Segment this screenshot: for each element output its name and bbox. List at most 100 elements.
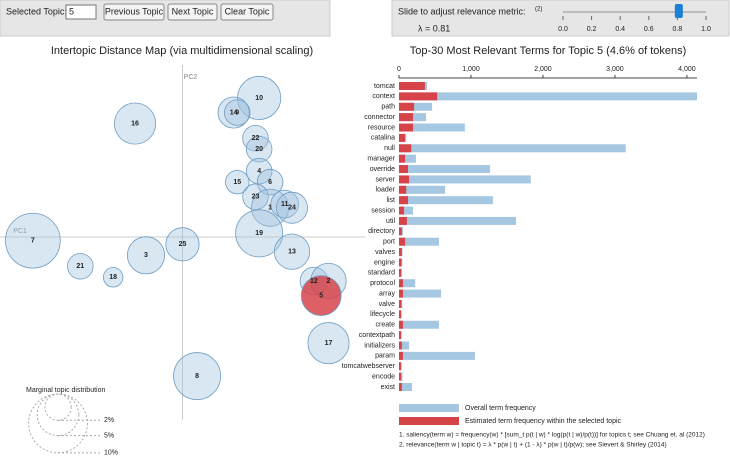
topic-label[interactable]: 17: [325, 340, 333, 347]
topic-bubble[interactable]: [102, 267, 124, 288]
topic-bubble[interactable]: [307, 322, 350, 365]
topic-label[interactable]: 21: [76, 263, 84, 270]
x-tick-label: 3,000: [606, 66, 624, 73]
term-bar: [399, 258, 402, 267]
term-label[interactable]: contextpath: [359, 332, 395, 339]
topic-bubble[interactable]: [127, 236, 166, 275]
term-label[interactable]: server: [376, 176, 396, 183]
topic-label[interactable]: 23: [252, 194, 260, 201]
term-bar: [399, 154, 416, 163]
selected-topic-label: Selected Topic:: [6, 6, 67, 16]
term-label[interactable]: catalina: [371, 135, 395, 142]
term-label[interactable]: tomcatwebserver: [342, 363, 396, 370]
topic-label[interactable]: 15: [233, 179, 241, 186]
term-label[interactable]: path: [381, 104, 395, 111]
term-label[interactable]: encode: [372, 373, 395, 380]
term-bar: [399, 320, 439, 329]
topic-bubble[interactable]: [217, 96, 250, 129]
topic-label[interactable]: 3: [144, 252, 148, 259]
term-label[interactable]: exist: [381, 384, 395, 391]
topic-bubble[interactable]: [276, 191, 308, 224]
term-label[interactable]: util: [386, 218, 395, 225]
topic-label[interactable]: 10: [255, 95, 263, 102]
topic-bubble[interactable]: [300, 275, 342, 316]
topic-label[interactable]: 5: [319, 292, 323, 299]
button-box[interactable]: [103, 3, 165, 21]
topic-label[interactable]: 19: [255, 230, 263, 237]
topic-label[interactable]: 8: [195, 373, 199, 380]
topic-bubble[interactable]: [273, 233, 311, 270]
button-label[interactable]: Clear Topic: [225, 6, 270, 16]
term-label[interactable]: initializers: [364, 342, 395, 349]
term-label[interactable]: session: [371, 207, 395, 214]
slider-label: Slide to adjust relevance metric:: [398, 6, 526, 16]
term-label[interactable]: resource: [368, 124, 395, 131]
topic-bubble[interactable]: [225, 169, 250, 195]
topic-bubble[interactable]: [242, 124, 269, 152]
topic-bubble[interactable]: [5, 212, 61, 269]
topic-label[interactable]: 2: [327, 278, 331, 285]
topic-bubble[interactable]: [245, 135, 273, 163]
button-box[interactable]: [167, 3, 218, 21]
term-label[interactable]: engine: [374, 259, 395, 266]
term-label[interactable]: array: [379, 290, 395, 297]
button[interactable]: Next Topic: [167, 3, 218, 21]
topic-bubble[interactable]: [114, 102, 157, 145]
term-label[interactable]: manager: [367, 156, 395, 163]
term-label[interactable]: list: [386, 197, 395, 204]
button[interactable]: Clear Topic: [220, 3, 274, 21]
button-box[interactable]: [220, 3, 274, 21]
term-label[interactable]: standard: [368, 270, 395, 277]
button-label[interactable]: Previous Topic: [105, 6, 164, 16]
topic-bubble[interactable]: [245, 157, 273, 185]
term-label[interactable]: valves: [375, 249, 395, 256]
slider-handle[interactable]: [674, 4, 683, 18]
term-label[interactable]: context: [372, 93, 395, 100]
topic-bubble[interactable]: [224, 99, 251, 126]
term-label[interactable]: param: [375, 353, 395, 360]
topic-label[interactable]: 18: [109, 274, 117, 281]
topic-label[interactable]: 1: [268, 205, 272, 212]
topic-bubble[interactable]: [173, 352, 222, 401]
topic-label[interactable]: 22: [252, 135, 260, 142]
topic-input-value[interactable]: 5: [69, 6, 74, 16]
topic-label[interactable]: 6: [268, 179, 272, 186]
term-label[interactable]: tomcat: [374, 83, 395, 90]
term-bar: [399, 383, 412, 392]
topic-bubble[interactable]: [270, 189, 299, 219]
term-label[interactable]: protocol: [370, 280, 395, 287]
term-bar: [399, 154, 406, 163]
topic-label[interactable]: 25: [179, 241, 187, 248]
topic-bubble[interactable]: [235, 209, 284, 258]
term-bar: [399, 372, 402, 381]
term-label[interactable]: null: [384, 145, 395, 152]
topic-label[interactable]: 7: [31, 238, 35, 245]
topic-label[interactable]: 16: [131, 120, 139, 127]
term-label[interactable]: directory: [368, 228, 395, 235]
topic-label[interactable]: 13: [288, 248, 296, 255]
term-label[interactable]: override: [370, 166, 395, 173]
topic-label[interactable]: 24: [288, 205, 296, 212]
term-bar: [399, 206, 414, 215]
topic-label[interactable]: 9: [235, 109, 239, 116]
button[interactable]: Previous Topic: [103, 3, 165, 21]
term-label[interactable]: lifecycle: [370, 311, 395, 318]
topic-label[interactable]: 12: [310, 278, 318, 285]
term-label[interactable]: valve: [379, 301, 395, 308]
topic-bubble[interactable]: [67, 253, 94, 280]
topic-label[interactable]: 11: [281, 201, 289, 208]
term-label[interactable]: connector: [364, 114, 395, 121]
topic-label[interactable]: 20: [255, 146, 263, 153]
button-label[interactable]: Next Topic: [172, 6, 214, 16]
term-bar: [399, 113, 414, 122]
term-label[interactable]: loader: [376, 187, 396, 194]
topic-input[interactable]: [65, 4, 97, 20]
topic-label[interactable]: 14: [230, 109, 238, 116]
term-bar: [399, 351, 475, 360]
term-label[interactable]: create: [376, 322, 396, 329]
topic-bubble[interactable]: [256, 168, 284, 196]
term-bar: [399, 206, 405, 215]
topic-bubble[interactable]: [165, 227, 200, 262]
term-label[interactable]: port: [383, 239, 395, 246]
topic-label[interactable]: 4: [257, 168, 261, 175]
